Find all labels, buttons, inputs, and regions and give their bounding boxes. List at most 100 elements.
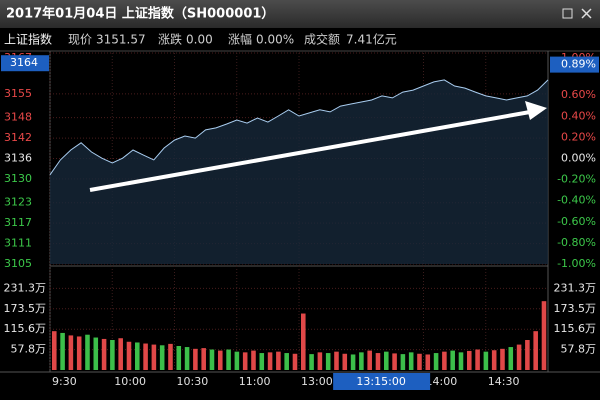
volume-bar: [159, 345, 165, 370]
y2-tick-label: -0.80%: [557, 236, 596, 249]
price-area: [50, 79, 548, 265]
x-tick-label: 14:00: [426, 375, 458, 388]
volume-tick-label: 173.5万: [554, 302, 597, 315]
volume-bar: [500, 348, 505, 370]
volume-bar: [375, 353, 381, 370]
volume-tick-label: 173.5万: [4, 302, 47, 315]
volume-bar: [433, 353, 439, 370]
cursor-label: 13:15:00: [356, 375, 405, 388]
volume-bar: [450, 350, 455, 370]
y-tick-label: 3142: [4, 131, 32, 144]
x-tick-label: 11:00: [239, 375, 271, 388]
y2-tick-label: -0.20%: [557, 173, 596, 186]
volume-bar: [234, 351, 240, 370]
volume-bar: [276, 351, 281, 370]
y2-tick-label: -0.40%: [557, 194, 596, 207]
info-label: 现价: [68, 33, 92, 47]
price-marker-box: [1, 55, 49, 72]
stock-name: 上证指数: [4, 32, 52, 47]
volume-bar: [400, 354, 406, 370]
volume-tick-label: 57.8万: [11, 343, 47, 356]
volume-bar: [483, 351, 489, 370]
volume-bar: [309, 354, 314, 370]
volume-bar: [135, 342, 140, 370]
title-bar: [0, 0, 600, 28]
volume-bar: [458, 352, 464, 370]
volume-bar: [408, 352, 414, 370]
y-tick-label: 3111: [4, 237, 32, 250]
volume-bar: [325, 353, 331, 370]
volume-bar: [68, 335, 74, 370]
volume-bar: [101, 338, 107, 370]
volume-bar: [284, 353, 289, 370]
y2-tick-label: 0.60%: [561, 88, 596, 101]
volume-bar: [242, 352, 248, 370]
y-tick-label: 3155: [4, 87, 32, 100]
volume-bar: [218, 350, 223, 370]
maximize-button[interactable]: [562, 8, 573, 19]
x-tick-label: 14:30: [488, 375, 520, 388]
volume-bar: [93, 337, 99, 370]
volume-bar: [118, 338, 123, 370]
volume-bar: [143, 343, 148, 370]
volume-bar: [259, 353, 265, 370]
plot: 3167315531483142313631303123311731113105…: [4, 51, 597, 370]
volume-bar: [168, 343, 173, 370]
volume-bar: [317, 352, 323, 370]
y-tick-label: 3130: [4, 172, 32, 185]
volume-bar: [209, 349, 215, 370]
volume-bar: [442, 351, 447, 370]
cursor-box: [333, 373, 431, 390]
x-tick-label: 9:30: [52, 375, 77, 388]
y-tick-label: 3148: [4, 111, 32, 124]
close-button[interactable]: [581, 8, 592, 19]
trend-arrowhead: [525, 101, 547, 120]
pct-marker-box: [550, 56, 599, 73]
volume-bar: [334, 351, 339, 370]
volume-bar: [184, 347, 190, 370]
info-label: 涨跌: [158, 32, 182, 47]
volume-bar: [508, 347, 514, 370]
volume-bar: [76, 336, 82, 370]
volume-bar: [367, 350, 372, 370]
volume-bar: [292, 353, 298, 370]
volume-bar: [359, 352, 364, 370]
price-line: [49, 79, 549, 176]
volume-bar: [201, 348, 206, 370]
y2-tick-label: 0.00%: [561, 152, 596, 165]
volume-bar: [467, 350, 472, 370]
volume-bar: [475, 349, 480, 370]
volume-tick-label: 231.3万: [4, 281, 47, 294]
y2-tick-label: -1.00%: [557, 257, 596, 270]
info-value: 7.41亿元: [346, 32, 397, 47]
volume-bar: [491, 350, 497, 370]
volume-bar: [267, 352, 273, 370]
x-tick-label: 10:00: [114, 375, 146, 388]
info-label: 涨幅: [228, 32, 252, 47]
info-row: 现价 3151.57 涨跌 0.00 涨幅 0.00% 成交额 7.41亿元: [68, 32, 397, 47]
volume-bar: [52, 331, 57, 370]
volume-bar: [342, 353, 348, 370]
trend-arrow: [89, 110, 531, 192]
volume-bar: [533, 331, 538, 370]
volume-bar: [516, 344, 522, 370]
volume-bar: [110, 340, 115, 370]
volume-bar: [151, 344, 157, 370]
volume-bar: [525, 340, 530, 370]
y-tick-label: 3105: [4, 257, 32, 270]
info-value: 0.00%: [256, 33, 294, 47]
volume-bar: [226, 349, 231, 370]
price-marker: 3164: [10, 56, 38, 69]
volume-bar: [350, 354, 356, 370]
volume-bar: [301, 313, 306, 370]
volume-tick-label: 231.3万: [554, 281, 597, 294]
y-tick-label: 3136: [4, 152, 32, 165]
volume-tick-label: 57.8万: [561, 343, 597, 356]
x-tick-label: 13:00: [301, 375, 333, 388]
y2-tick-label: -0.60%: [557, 215, 596, 228]
volume-bar: [541, 301, 547, 370]
volume-bar: [384, 351, 389, 370]
y2-tick-label: 0.40%: [561, 109, 596, 122]
